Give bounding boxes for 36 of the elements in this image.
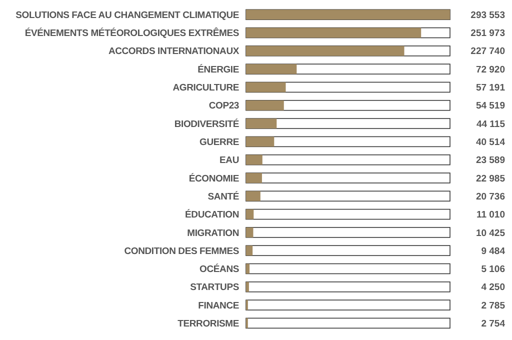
data-label: 57 191 <box>476 82 506 94</box>
y-tick-label: ÉNERGIE <box>198 63 239 76</box>
y-tick-label: GUERRE <box>200 137 239 148</box>
data-label: 72 920 <box>476 64 505 76</box>
data-label: 293 553 <box>470 10 505 21</box>
y-tick-label: ÉCONOMIE <box>188 172 239 184</box>
y-tick-label: COP23 <box>208 100 239 112</box>
data-label: 4 250 <box>481 282 505 294</box>
data-label: 20 736 <box>476 191 505 202</box>
data-label: 251 973 <box>470 28 505 40</box>
y-tick-label: STARTUPS <box>190 282 239 294</box>
data-label: 54 519 <box>476 100 505 112</box>
data-label: 9 484 <box>481 246 506 257</box>
y-tick-label: AGRICULTURE <box>172 82 239 94</box>
data-label: 227 740 <box>470 46 505 58</box>
y-tick-label: OCÉANS <box>200 263 239 276</box>
y-tick-label: ACCORDS INTERNATIONAUX <box>108 46 240 58</box>
y-tick-label: ÉDUCATION <box>185 208 240 221</box>
data-label: 2 785 <box>481 300 506 312</box>
data-label: 11 010 <box>476 210 505 221</box>
y-tick-label: CONDITION DES FEMMES <box>124 246 239 257</box>
y-tick-label: SOLUTIONS FACE AU CHANGEMENT CLIMATIQUE <box>16 10 239 21</box>
y-tick-label: EAU <box>220 155 240 166</box>
y-tick-label: BIODIVERSITÉ <box>174 118 239 130</box>
y-tick-label: MIGRATION <box>187 228 240 239</box>
y-tick-label: SANTÉ <box>208 190 239 202</box>
data-label: 22 985 <box>476 173 506 184</box>
y-tick-label: TERRORISME <box>178 318 239 330</box>
data-label: 10 425 <box>476 228 506 239</box>
data-label: 40 514 <box>476 137 506 148</box>
y-tick-label: FINANCE <box>198 300 239 312</box>
data-label: 44 115 <box>476 118 506 130</box>
y-tick-label: ÉVÉNEMENTS MÉTÉOROLOGIQUES EXTRÊMES <box>24 27 239 40</box>
data-label: 5 106 <box>481 264 505 276</box>
data-label: 23 589 <box>476 155 505 166</box>
data-label: 2 754 <box>481 318 506 330</box>
